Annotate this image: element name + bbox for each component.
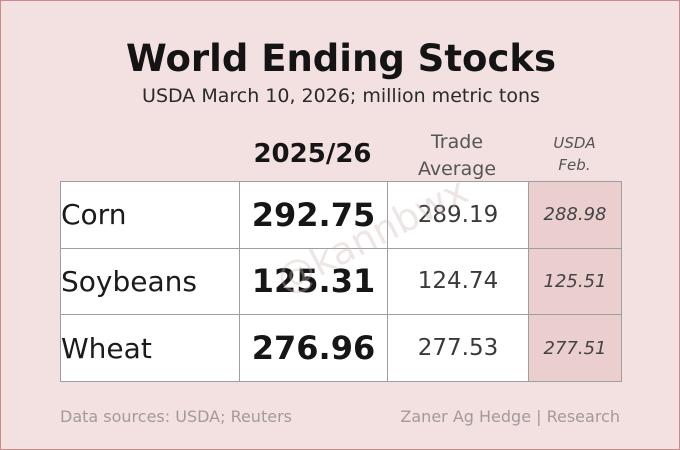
table-row-soybeans: Soybeans 125.31 124.74 125.51: [60, 247, 622, 316]
value-trade-average-corn: 289.19: [387, 181, 529, 249]
value-trade-average-wheat: 277.53: [387, 314, 529, 382]
column-header-usda-line1: USDA: [553, 134, 596, 152]
column-header-2025-26: 2025/26: [253, 139, 372, 169]
value-usda-feb-corn: 288.98: [528, 181, 622, 249]
footer-source: Data sources: USDA; Reuters: [60, 407, 292, 426]
footer-credit: Zaner Ag Hedge | Research: [400, 407, 620, 426]
value-usda-feb-soybeans: 125.51: [528, 247, 622, 316]
chart-title: World Ending Stocks: [125, 37, 557, 80]
stocks-table: Corn 292.75 289.19 288.98 Soybeans 125.3…: [60, 181, 622, 382]
value-2025-26-wheat: 276.96: [239, 314, 388, 382]
value-trade-average-soybeans: 124.74: [387, 247, 529, 316]
row-label-soybeans: Soybeans: [60, 247, 240, 316]
value-2025-26-corn: 292.75: [239, 181, 388, 249]
table-row-corn: Corn 292.75 289.19 288.98: [60, 181, 622, 249]
column-header-trade-average: Trade Average: [387, 129, 527, 183]
column-header-trade-line2: Average: [417, 158, 497, 180]
chart-subtitle: USDA March 10, 2026; million metric tons: [142, 85, 540, 107]
column-header-usda-line2: Feb.: [558, 156, 591, 174]
value-usda-feb-wheat: 277.51: [528, 314, 622, 382]
column-header-trade-line1: Trade: [430, 131, 484, 153]
column-header-usda-feb: USDA Feb.: [528, 132, 621, 176]
row-label-corn: Corn: [60, 181, 240, 249]
value-2025-26-soybeans: 125.31: [239, 247, 388, 316]
row-label-wheat: Wheat: [60, 314, 240, 382]
table-row-wheat: Wheat 276.96 277.53 277.51: [60, 314, 622, 382]
